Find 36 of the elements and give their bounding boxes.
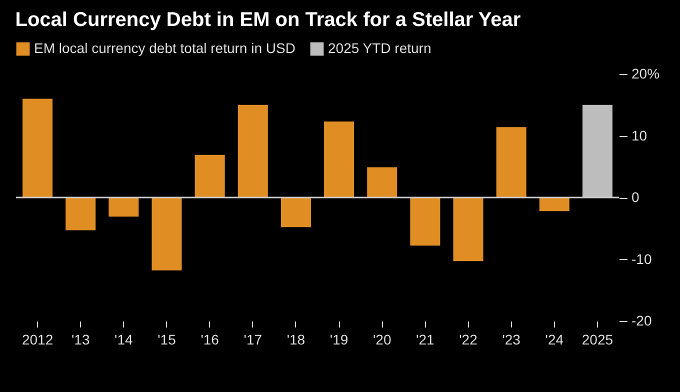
x-tick-label: '15	[158, 332, 176, 348]
y-tick-label: 20%	[632, 66, 660, 82]
chart-title: Local Currency Debt in EM on Track for a Stellar Year	[15, 9, 521, 31]
legend-label: 2025 YTD return	[328, 40, 432, 56]
x-tick-label: '17	[244, 332, 262, 348]
bar	[22, 98, 53, 198]
x-tick-label: '19	[330, 332, 348, 348]
bar	[280, 198, 311, 228]
x-tick-label: '13	[71, 332, 90, 348]
y-tick-label: 10	[632, 127, 648, 144]
x-tick-label: '18	[286, 332, 306, 348]
x-tick-label: '20	[372, 332, 392, 348]
bar	[108, 198, 139, 217]
x-tick-label: '22	[459, 332, 478, 348]
y-tick-label: 0	[632, 189, 640, 205]
bar	[367, 167, 398, 198]
x-tick-label: '21	[416, 332, 435, 348]
bar	[539, 198, 570, 212]
bar	[66, 198, 96, 230]
y-tick-label: -20	[632, 312, 652, 328]
y-tick-label: -10	[632, 250, 652, 267]
bar	[324, 122, 354, 198]
bar	[496, 127, 526, 198]
bar	[238, 104, 268, 198]
legend-label: EM local currency debt total return in USD	[34, 40, 296, 56]
x-tick-label: '16	[200, 332, 220, 348]
x-tick-label: '23	[502, 332, 521, 348]
x-tick-label: 2012	[22, 332, 54, 348]
bar	[582, 104, 612, 198]
x-tick-label: '24	[545, 332, 564, 348]
bar	[453, 198, 484, 262]
bar	[194, 154, 225, 198]
x-tick-label: '14	[114, 332, 134, 348]
bar	[410, 198, 440, 246]
bar	[152, 198, 182, 270]
x-tick-label: 2025	[582, 332, 614, 348]
